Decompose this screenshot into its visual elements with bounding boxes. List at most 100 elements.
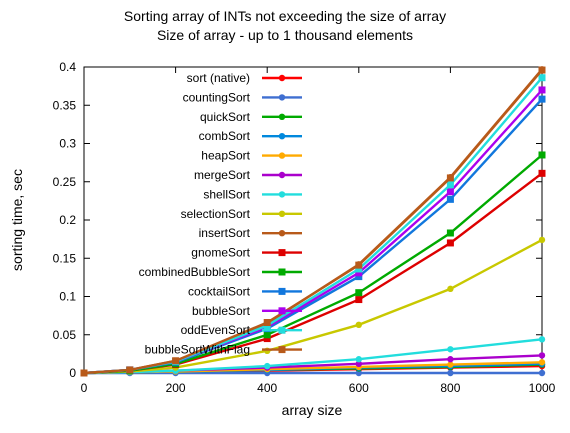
chart-title-line-1: Sorting array of INTs not exceeding the … (124, 8, 446, 24)
series-8 (80, 66, 546, 377)
x-tick-label: 0 (81, 381, 88, 395)
x-tick-label: 800 (440, 381, 460, 395)
data-point (538, 236, 546, 244)
data-point (264, 362, 271, 370)
data-point (355, 289, 363, 297)
data-point (446, 181, 454, 189)
data-point (80, 369, 88, 377)
legend-label: combinedBubbleSort (139, 265, 251, 279)
data-point (446, 174, 454, 182)
x-axis-label: array size (282, 402, 343, 418)
legend-marker (278, 326, 286, 334)
data-point (446, 188, 454, 196)
y-tick-label: 0.1 (59, 290, 76, 304)
data-point (446, 229, 454, 237)
x-tick-label: 600 (349, 381, 369, 395)
data-point (447, 346, 454, 353)
series-13 (80, 74, 546, 377)
legend-label: gnomeSort (191, 246, 250, 260)
data-point (355, 269, 363, 277)
series-line (83, 69, 543, 375)
legend-marker (278, 152, 286, 159)
legend-marker (278, 113, 286, 121)
data-point (538, 359, 546, 366)
legend-marker (278, 268, 286, 276)
plot-border (83, 66, 543, 374)
x-tick-label: 200 (166, 381, 186, 395)
legend-marker (278, 287, 286, 295)
data-point (446, 239, 454, 247)
y-tick-label: 0.3 (59, 137, 76, 151)
series-layer (80, 66, 546, 377)
legend-marker (278, 346, 286, 354)
legend-marker (278, 210, 286, 217)
data-point (447, 356, 454, 363)
x-tick-label: 400 (257, 381, 277, 395)
legend-label: quickSort (200, 110, 251, 124)
legend-item: oddEvenSort (181, 323, 302, 337)
data-point (355, 296, 363, 304)
legend-label: selectionSort (181, 207, 251, 221)
data-point (355, 360, 362, 368)
series-line (83, 89, 543, 375)
legend-marker (278, 74, 286, 82)
y-tick-label: 0 (69, 366, 76, 380)
data-point (538, 169, 546, 177)
legend-label: bubbleSortWithFlag (145, 343, 250, 357)
data-point (538, 336, 546, 343)
plot-area (83, 66, 543, 374)
y-tick-label: 0.05 (53, 328, 77, 342)
data-point (263, 335, 271, 343)
data-point (355, 273, 363, 281)
data-point (538, 352, 546, 359)
legend-item: bubbleSort (192, 304, 302, 318)
legend-label: mergeSort (194, 168, 251, 182)
legend-item: quickSort (200, 110, 302, 124)
data-point (263, 319, 271, 327)
data-point (447, 285, 454, 293)
data-point (172, 357, 180, 365)
data-point (355, 321, 362, 329)
legend-item: combinedBubbleSort (139, 265, 302, 279)
legend-item: bubbleSortWithFlag (145, 343, 302, 357)
series-line (83, 68, 543, 375)
series-12 (80, 86, 546, 377)
chart-title-line-2: Size of array - up to 1 thousand element… (157, 27, 413, 43)
data-point (263, 331, 271, 339)
legend-marker (278, 307, 286, 315)
x-axis: 0 200 400 600 800 1000 (81, 67, 556, 395)
legend-item: sort (native) (187, 71, 302, 85)
legend-item: selectionSort (181, 207, 302, 221)
x-tick-label: 1000 (529, 381, 556, 395)
legend-marker (278, 94, 286, 101)
series-line (83, 98, 543, 375)
y-tick-label: 0.35 (53, 98, 77, 112)
y-axis: 0 0.05 0.1 0.15 0.2 0.25 0.3 0.35 0.4 (53, 60, 542, 380)
legend-label: heapSort (201, 149, 250, 163)
legend: sort (native) countingSort quickSort combSo… (139, 71, 302, 357)
legend-label: countingSort (183, 90, 251, 104)
legend-label: oddEvenSort (181, 323, 251, 337)
legend-label: bubbleSort (192, 304, 251, 318)
legend-item: countingSort (183, 90, 302, 104)
legend-label: sort (native) (187, 71, 250, 85)
data-point (538, 66, 546, 74)
series-11 (80, 95, 546, 377)
data-point (538, 86, 546, 94)
data-point (355, 369, 362, 377)
legend-label: cocktailSort (188, 284, 251, 298)
y-tick-label: 0.15 (53, 251, 77, 265)
legend-label: insertSort (199, 226, 251, 240)
legend-item: insertSort (199, 226, 302, 240)
data-point (126, 366, 134, 374)
legend-marker (278, 230, 286, 237)
legend-marker (278, 133, 286, 140)
data-point (355, 356, 362, 363)
y-axis-label: sorting time, sec (9, 169, 25, 271)
legend-label: combSort (199, 129, 251, 143)
legend-item: heapSort (201, 149, 302, 163)
legend-item: mergeSort (194, 168, 302, 182)
series-14 (80, 66, 546, 377)
legend-label: shellSort (203, 187, 250, 201)
